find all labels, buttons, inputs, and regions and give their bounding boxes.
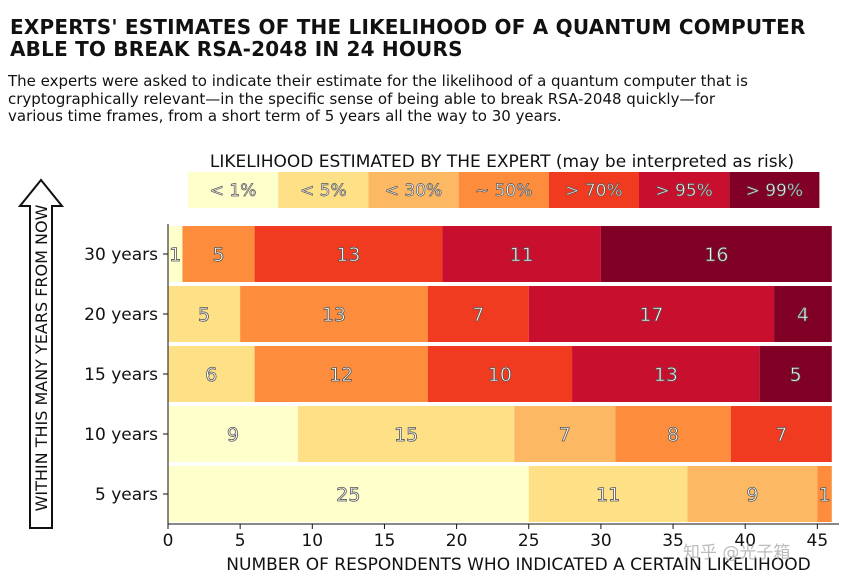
- bar-value-label: 12: [329, 364, 353, 386]
- x-tick-label: 25: [518, 531, 540, 551]
- bar-value-label: 15: [394, 424, 418, 446]
- legend-label-2: < 5%: [300, 181, 347, 201]
- bar-segment-5-years-3: [687, 466, 818, 522]
- bar-value-label: 6: [205, 364, 217, 386]
- bar-segment-5-years-4: [817, 466, 832, 522]
- bar-segment-20-years-4: [240, 286, 428, 342]
- bar-segment-10-years-3: [514, 406, 616, 462]
- bar-segment-10-years-1: [168, 406, 298, 462]
- y-tick-label: 20 years: [84, 305, 158, 325]
- x-tick-label: 0: [163, 531, 174, 551]
- chart-subtitle: The experts were asked to indicate their…: [8, 72, 858, 126]
- x-tick-label: 45: [807, 531, 829, 551]
- bar-value-label: 10: [488, 364, 512, 386]
- bar-value-label: 11: [596, 484, 620, 506]
- bar-segment-30-years-6: [442, 226, 601, 282]
- x-tick-label: 20: [446, 531, 468, 551]
- bar-segment-5-years-2: [528, 466, 688, 522]
- bar-value-label: 9: [746, 484, 758, 506]
- legend-label-6: > 95%: [655, 181, 712, 201]
- watermark: 知乎 @光子箱: [683, 543, 791, 563]
- bar-segment-15-years-7: [759, 346, 832, 402]
- legend-label-4: ~ 50%: [475, 181, 532, 201]
- bar-segment-20-years-5: [427, 286, 529, 342]
- bar-segment-10-years-4: [615, 406, 731, 462]
- bar-segment-20-years-6: [528, 286, 775, 342]
- x-tick-label: 15: [374, 531, 396, 551]
- legend-title: LIKELIHOOD ESTIMATED BY THE EXPERT (may …: [210, 152, 794, 172]
- bar-segment-5-years-1: [168, 466, 529, 522]
- x-tick-label: 10: [301, 531, 323, 551]
- x-tick-label: 40: [734, 531, 756, 551]
- bar-value-label: 7: [472, 304, 484, 326]
- x-tick-label: 35: [662, 531, 684, 551]
- bar-segment-30-years-4: [182, 226, 255, 282]
- bar-value-label: 5: [790, 364, 802, 386]
- bar-segment-15-years-6: [572, 346, 760, 402]
- y-tick-label: 15 years: [84, 365, 158, 385]
- bar-segment-20-years-7: [774, 286, 832, 342]
- bar-value-label: 13: [322, 304, 346, 326]
- x-tick-label: 5: [235, 531, 246, 551]
- bar-value-label: 8: [667, 424, 679, 446]
- legend-label-3: < 30%: [385, 181, 442, 201]
- bar-segment-10-years-5: [730, 406, 832, 462]
- bar-segment-15-years-2: [168, 346, 255, 402]
- legend-swatch-6: [639, 172, 730, 208]
- chart-title: EXPERTS' ESTIMATES OF THE LIKELIHOOD OF …: [10, 16, 860, 60]
- legend-swatch-3: [368, 172, 459, 208]
- up-arrow-icon: [17, 178, 65, 529]
- x-axis-title: NUMBER OF RESPONDENTS WHO INDICATED A CE…: [226, 555, 810, 575]
- legend-swatch-1: [188, 172, 279, 208]
- legend-swatch-7: [729, 172, 820, 208]
- chart-subtitle-line-3: various time frames, from a short term o…: [8, 107, 562, 125]
- bar-value-label: 13: [654, 364, 678, 386]
- bar-value-label: 7: [775, 424, 787, 446]
- bar-value-label: 4: [797, 304, 809, 326]
- bar-value-label: 16: [704, 244, 728, 266]
- bar-segment-20-years-2: [168, 286, 241, 342]
- bar-value-label: 11: [509, 244, 533, 266]
- bar-value-label: 5: [198, 304, 210, 326]
- chart-title-line-1: EXPERTS' ESTIMATES OF THE LIKELIHOOD OF …: [10, 15, 806, 39]
- bar-value-label: 9: [227, 424, 239, 446]
- bar-segment-10-years-2: [297, 406, 515, 462]
- legend-label-5: > 70%: [565, 181, 622, 201]
- bar-value-label: 5: [212, 244, 224, 266]
- bar-segment-30-years-1: [168, 226, 183, 282]
- bar-value-label: 13: [336, 244, 360, 266]
- y-tick-label: 10 years: [84, 425, 158, 445]
- bar-value-label: 7: [559, 424, 571, 446]
- y-tick-label: 5 years: [95, 485, 158, 505]
- bar-segment-30-years-7: [600, 226, 832, 282]
- bar-value-label: 1: [169, 244, 181, 266]
- chart-subtitle-line-2: cryptographically relevant—in the specif…: [8, 89, 716, 108]
- bar-segment-15-years-4: [254, 346, 428, 402]
- legend-swatch-5: [548, 172, 639, 208]
- y-tick-label: 30 years: [84, 245, 158, 265]
- bar-segment-15-years-5: [427, 346, 573, 402]
- legend-label-7: > 99%: [746, 181, 803, 201]
- bar-value-label: 1: [819, 484, 831, 506]
- chart-title-line-2: ABLE TO BREAK RSA-2048 IN 24 HOURS: [10, 37, 463, 61]
- legend-swatch-4: [458, 172, 549, 208]
- bar-value-label: 25: [336, 484, 360, 506]
- bar-segment-30-years-5: [254, 226, 443, 282]
- bar-value-label: 17: [639, 304, 663, 326]
- chart-subtitle-line-1: The experts were asked to indicate their…: [8, 72, 748, 90]
- legend-swatch-2: [278, 172, 369, 208]
- y-axis-title: WITHIN THIS MANY YEARS FROM NOW: [32, 204, 51, 511]
- legend-label-1: < 1%: [210, 181, 257, 201]
- x-tick-label: 30: [590, 531, 612, 551]
